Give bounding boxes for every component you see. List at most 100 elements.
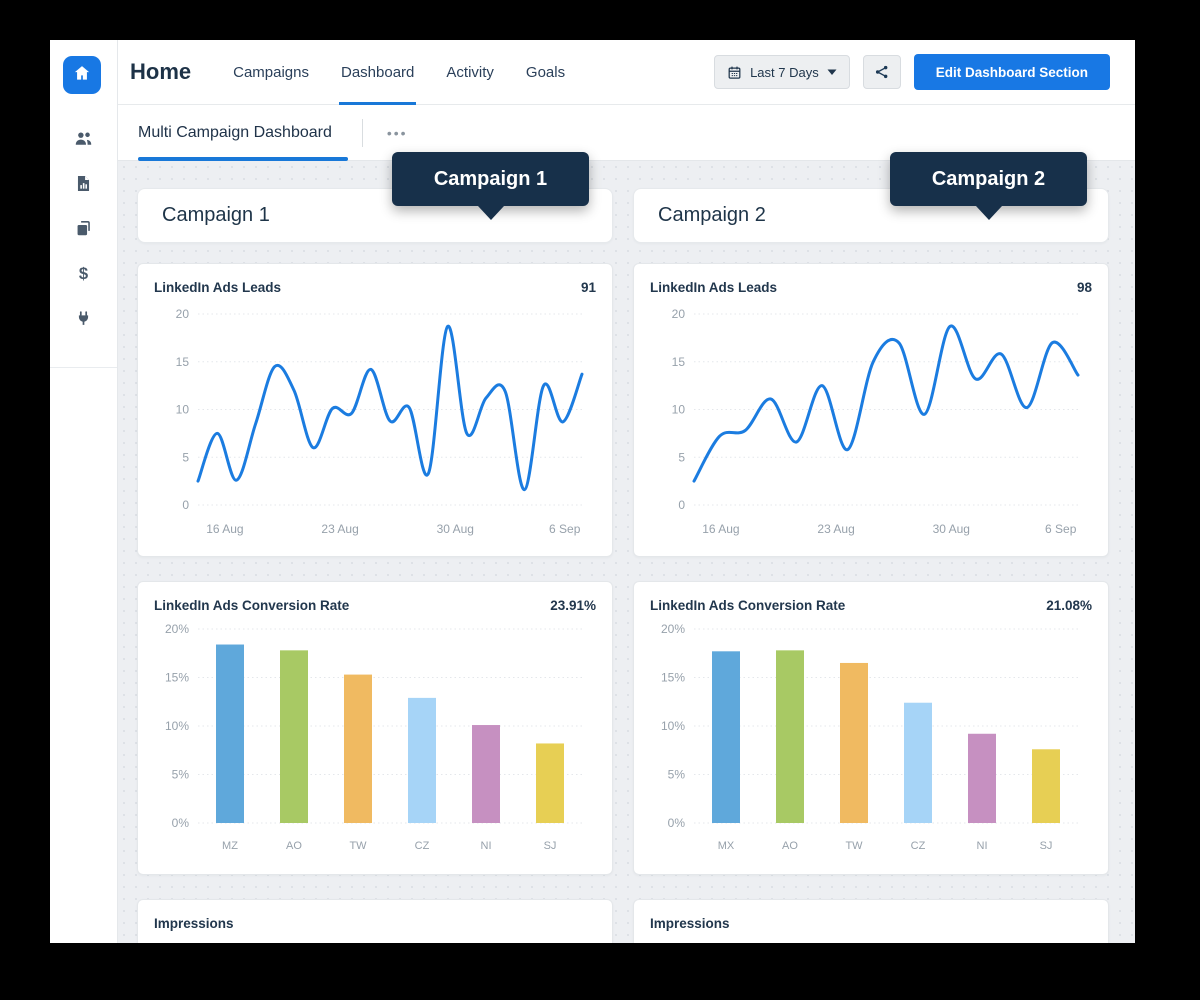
users-icon xyxy=(73,128,94,154)
svg-text:0%: 0% xyxy=(668,816,686,830)
bar-chart: 0% 5% 10% 15% 20% MX AO TW CZ NI SJ xyxy=(661,622,1078,852)
ellipsis-icon: ••• xyxy=(386,124,408,141)
share-icon xyxy=(874,64,890,80)
svg-text:AO: AO xyxy=(782,840,798,852)
chart-title: LinkedIn Ads Conversion Rate xyxy=(650,598,846,613)
svg-text:6 Sep: 6 Sep xyxy=(1045,522,1077,536)
conversion-chart-card: LinkedIn Ads Conversion Rate 23.91% 0% 5%… xyxy=(137,581,613,875)
plug-icon xyxy=(75,310,92,332)
chart-total-value: 21.08% xyxy=(1046,598,1092,613)
sidebar-item-documents[interactable] xyxy=(50,208,117,253)
chart-title: LinkedIn Ads Leads xyxy=(154,280,282,295)
svg-text:0: 0 xyxy=(678,498,685,512)
leads-chart-card: LinkedIn Ads Leads 98 0 5 10 15 20 16 Aug 23 A… xyxy=(633,263,1109,557)
campaign-column-1: Campaign 1 LinkedIn Ads Leads 91 0 5 10 15 2… xyxy=(137,188,613,943)
chart-total-value: 23.91% xyxy=(550,598,596,613)
svg-text:30 Aug: 30 Aug xyxy=(437,522,474,536)
tooltip-arrow xyxy=(975,206,1002,220)
svg-text:$: $ xyxy=(79,263,88,282)
nav-item-campaigns[interactable]: Campaigns xyxy=(233,63,309,81)
svg-text:20%: 20% xyxy=(165,622,189,636)
svg-text:30 Aug: 30 Aug xyxy=(933,522,970,536)
app-window: $ Home Campaigns Dashboard Activity Goal… xyxy=(50,40,1135,943)
nav-item-dashboard[interactable]: Dashboard xyxy=(325,40,430,105)
svg-text:TW: TW xyxy=(845,840,863,852)
svg-text:10: 10 xyxy=(176,403,190,417)
svg-text:SJ: SJ xyxy=(544,840,557,852)
tab-more-button[interactable]: ••• xyxy=(377,119,418,147)
sidebar-item-audiences[interactable] xyxy=(50,118,117,163)
tab-bar: Multi Campaign Dashboard ••• xyxy=(118,105,1135,161)
campaign-title: Campaign 2 xyxy=(658,204,766,226)
date-range-button[interactable]: Last 7 Days xyxy=(714,55,850,89)
svg-text:5: 5 xyxy=(678,450,685,464)
campaign-column-2: Campaign 2 LinkedIn Ads Leads 98 0 5 10 15 2… xyxy=(633,188,1109,943)
caret-down-icon xyxy=(827,68,837,76)
impressions-chart-card: Impressions xyxy=(633,899,1109,943)
campaign-title: Campaign 1 xyxy=(162,204,270,226)
chart-header: LinkedIn Ads Leads 98 xyxy=(650,280,1092,295)
svg-text:15: 15 xyxy=(672,355,686,369)
chart-header: Impressions xyxy=(650,916,1092,931)
conversion-chart-card: LinkedIn Ads Conversion Rate 21.08% 0% 5%… xyxy=(633,581,1109,875)
sidebar-item-reports[interactable] xyxy=(50,163,117,208)
nav-item-goals[interactable]: Goals xyxy=(525,63,566,81)
edit-dashboard-button[interactable]: Edit Dashboard Section xyxy=(913,54,1110,90)
tooltip-label: Campaign 2 xyxy=(931,167,1046,190)
chart-header: Impressions xyxy=(154,916,596,931)
svg-text:10%: 10% xyxy=(165,719,189,733)
svg-text:MX: MX xyxy=(718,840,735,852)
chart-total-value: 91 xyxy=(580,280,596,295)
chart-total-value: 98 xyxy=(1076,280,1092,295)
svg-text:20: 20 xyxy=(672,307,686,321)
chart-header: LinkedIn Ads Conversion Rate 21.08% xyxy=(650,598,1092,613)
svg-text:23 Aug: 23 Aug xyxy=(321,522,358,536)
svg-text:15: 15 xyxy=(176,355,190,369)
svg-text:16 Aug: 16 Aug xyxy=(206,522,243,536)
svg-text:0%: 0% xyxy=(172,816,190,830)
svg-text:CZ: CZ xyxy=(911,840,926,852)
sidebar: $ xyxy=(50,40,118,943)
tab-multi-campaign-dashboard[interactable]: Multi Campaign Dashboard xyxy=(138,105,348,161)
sidebar-item-integrations[interactable] xyxy=(50,298,117,343)
top-nav-actions: Last 7 Days Edit Dashboard Section xyxy=(714,54,1135,90)
svg-text:5%: 5% xyxy=(172,768,190,782)
svg-text:0: 0 xyxy=(182,498,189,512)
svg-text:6 Sep: 6 Sep xyxy=(549,522,581,536)
home-icon xyxy=(72,63,92,88)
svg-text:5: 5 xyxy=(182,450,189,464)
impressions-chart-card: Impressions xyxy=(137,899,613,943)
svg-text:10: 10 xyxy=(672,403,686,417)
svg-text:AO: AO xyxy=(286,840,302,852)
chart-title: Impressions xyxy=(154,916,234,931)
svg-text:20: 20 xyxy=(176,307,190,321)
bar-chart: 0% 5% 10% 15% 20% MZ AO TW CZ NI SJ xyxy=(165,622,582,852)
leads-chart-card: LinkedIn Ads Leads 91 0 5 10 15 20 16 Aug 23 A… xyxy=(137,263,613,557)
svg-text:23 Aug: 23 Aug xyxy=(817,522,854,536)
svg-text:15%: 15% xyxy=(661,671,685,685)
svg-text:TW: TW xyxy=(349,840,367,852)
chart-header: LinkedIn Ads Leads 91 xyxy=(154,280,596,295)
dashboard-content: Campaign 1 LinkedIn Ads Leads 91 0 5 10 15 2… xyxy=(118,161,1135,943)
svg-text:20%: 20% xyxy=(661,622,685,636)
svg-text:MZ: MZ xyxy=(222,840,238,852)
svg-text:CZ: CZ xyxy=(415,840,430,852)
tooltip-label: Campaign 1 xyxy=(433,167,548,190)
share-button[interactable] xyxy=(862,55,901,89)
tooltip-campaign-2: Campaign 2 xyxy=(890,152,1087,220)
home-button[interactable] xyxy=(63,56,101,94)
svg-text:16 Aug: 16 Aug xyxy=(702,522,739,536)
page-title: Home xyxy=(130,59,192,84)
line-chart: 0 5 10 15 20 16 Aug 23 Aug 30 Aug 6 Sep xyxy=(176,307,584,536)
chart-title: LinkedIn Ads Leads xyxy=(650,280,778,295)
line-chart: 0 5 10 15 20 16 Aug 23 Aug 30 Aug 6 Sep xyxy=(672,307,1080,536)
nav-item-activity[interactable]: Activity xyxy=(446,63,494,81)
top-nav: Home Campaigns Dashboard Activity Goals … xyxy=(118,40,1135,105)
chart-title: Impressions xyxy=(650,916,730,931)
report-icon xyxy=(74,174,93,198)
tooltip-campaign-1: Campaign 1 xyxy=(392,152,589,220)
sidebar-item-billing[interactable]: $ xyxy=(50,253,117,298)
chart-header: LinkedIn Ads Conversion Rate 23.91% xyxy=(154,598,596,613)
tooltip-arrow xyxy=(477,206,504,220)
calendar-icon xyxy=(727,65,742,80)
